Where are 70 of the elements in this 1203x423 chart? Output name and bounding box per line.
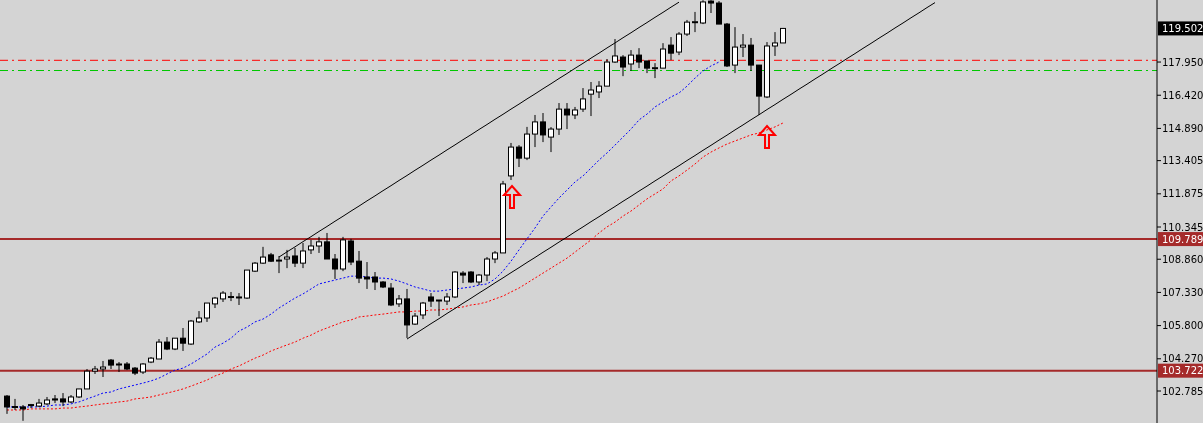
candlestick bbox=[596, 80, 602, 99]
candlestick bbox=[612, 38, 618, 64]
candlestick bbox=[436, 299, 442, 317]
candlestick bbox=[188, 319, 194, 346]
ref-line-label: 109.789 bbox=[1162, 233, 1203, 245]
y-tick-label: 116.420 bbox=[1162, 89, 1203, 101]
candlestick bbox=[324, 232, 330, 260]
candlestick bbox=[180, 327, 186, 352]
candlestick bbox=[516, 144, 522, 168]
candlestick bbox=[692, 11, 698, 33]
candlestick bbox=[716, 0, 722, 25]
candlestick bbox=[444, 292, 450, 306]
candlestick bbox=[772, 31, 778, 57]
candlestick bbox=[580, 87, 586, 113]
y-tick-label: 111.875 bbox=[1162, 188, 1203, 200]
candlestick bbox=[484, 256, 490, 282]
candlestick bbox=[348, 238, 354, 266]
y-tick-label: 110.345 bbox=[1162, 221, 1203, 233]
candlestick bbox=[708, 0, 714, 14]
candlestick bbox=[652, 62, 658, 79]
candlestick bbox=[28, 403, 34, 409]
candlestick bbox=[556, 102, 562, 136]
candlestick bbox=[740, 33, 746, 58]
candlestick bbox=[12, 398, 18, 411]
candlestick bbox=[532, 114, 538, 148]
candlestick bbox=[676, 31, 682, 56]
candlestick bbox=[460, 270, 466, 284]
candlestick bbox=[356, 250, 362, 284]
candlestick bbox=[316, 236, 322, 254]
candlestick bbox=[92, 365, 98, 375]
y-tick-label: 117.950 bbox=[1162, 56, 1203, 68]
candlestick bbox=[628, 49, 634, 72]
candlestick bbox=[620, 54, 626, 77]
candlestick bbox=[540, 112, 546, 143]
candlestick bbox=[636, 47, 642, 69]
candlestick bbox=[372, 271, 378, 291]
candlestick bbox=[732, 26, 738, 74]
candlestick bbox=[660, 42, 666, 69]
ref-line-label: 103.722 bbox=[1162, 365, 1203, 377]
y-tick-label: 105.800 bbox=[1162, 320, 1203, 332]
candlestick bbox=[20, 404, 26, 422]
candlestick bbox=[428, 292, 434, 308]
candlestick bbox=[204, 302, 210, 323]
candlestick bbox=[4, 394, 10, 415]
candlestick bbox=[588, 81, 594, 117]
candlestick bbox=[564, 102, 570, 130]
y-tick-label: 113.405 bbox=[1162, 155, 1203, 167]
candlestick bbox=[52, 394, 58, 404]
y-tick-label: 104.270 bbox=[1162, 353, 1203, 365]
y-tick-label: 107.330 bbox=[1162, 286, 1203, 298]
candlestick bbox=[548, 126, 554, 153]
candlestick bbox=[364, 261, 370, 290]
candlestick bbox=[236, 292, 242, 306]
candlestick bbox=[748, 37, 754, 72]
candlestick bbox=[332, 253, 338, 280]
y-tick-label: 114.890 bbox=[1162, 122, 1203, 134]
candlestick bbox=[260, 246, 266, 265]
candlestick bbox=[308, 239, 314, 255]
candlestick bbox=[100, 360, 106, 378]
candlestick bbox=[668, 36, 674, 61]
y-tick-label: 102.785 bbox=[1162, 385, 1203, 397]
text: 119.502 bbox=[1162, 22, 1203, 34]
candlestick bbox=[196, 310, 202, 324]
candlestick bbox=[116, 361, 122, 373]
candlestick bbox=[228, 291, 234, 302]
y-tick-label: 108.860 bbox=[1162, 253, 1203, 265]
line-series bbox=[6, 122, 784, 411]
candlestick bbox=[60, 392, 66, 407]
candlestick bbox=[84, 368, 90, 390]
candlestick bbox=[156, 338, 162, 360]
